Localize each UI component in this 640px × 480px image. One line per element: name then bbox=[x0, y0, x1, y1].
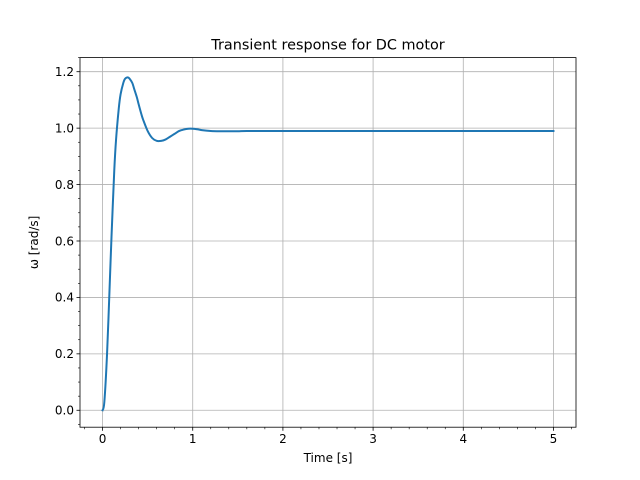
axis-ticks: 0 1 2 3 4 5 0.0 0.2 0.4 0.6 0.8 1.0 1.2 bbox=[55, 57, 572, 446]
series-line bbox=[101, 76, 555, 412]
x-tick-label: 3 bbox=[369, 432, 377, 446]
y-axis-label: ω [rad/s] bbox=[27, 216, 41, 269]
chart-title: Transient response for DC motor bbox=[210, 38, 444, 54]
y-tick-label: 0.2 bbox=[55, 347, 74, 361]
x-tick-label: 2 bbox=[279, 432, 287, 446]
y-tick-label: 0.4 bbox=[55, 291, 74, 305]
y-tick-label: 0.8 bbox=[55, 178, 74, 192]
x-tick-label: 0 bbox=[99, 432, 107, 446]
plot-area-frame bbox=[79, 57, 577, 428]
series-layer bbox=[101, 76, 555, 412]
x-axis-label: Time [s] bbox=[303, 451, 353, 465]
x-tick-label: 5 bbox=[550, 432, 558, 446]
y-tick-label: 1.0 bbox=[55, 121, 74, 135]
grid bbox=[80, 57, 576, 428]
x-tick-label: 4 bbox=[459, 432, 467, 446]
x-tick-label: 1 bbox=[189, 432, 197, 446]
y-tick-label: 0.0 bbox=[55, 404, 74, 418]
y-tick-label: 1.2 bbox=[55, 65, 74, 79]
y-tick-label: 0.6 bbox=[55, 234, 74, 248]
